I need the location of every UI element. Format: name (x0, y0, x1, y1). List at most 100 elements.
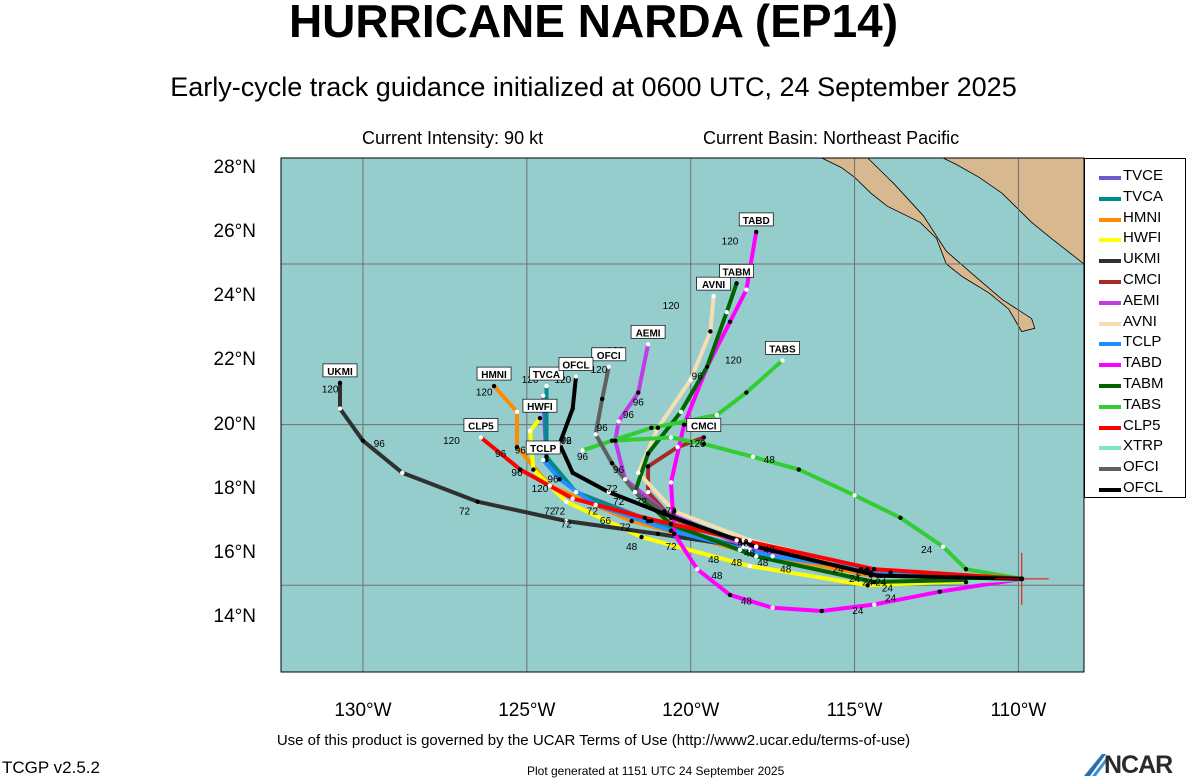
track-point (872, 567, 877, 572)
tag-label-cmci: CMCI (691, 421, 717, 432)
forecast-hour-label: 72 (620, 523, 632, 534)
track-point (563, 499, 569, 504)
legend-label: HMNI (1123, 208, 1162, 226)
track-point (868, 573, 874, 578)
x-tick-label: 130°W (334, 700, 392, 721)
y-tick-label: 24°N (213, 285, 256, 307)
track-point (622, 477, 628, 482)
track-tabm (633, 281, 1024, 584)
track-point (570, 406, 575, 411)
track-point (570, 496, 575, 501)
model-end-tags: TVCA HMNI HWFI UKMI CMCI AEMI AVNI TCLP TABD TABM… (322, 212, 800, 455)
track-point (544, 457, 549, 463)
track-point (613, 438, 618, 443)
track-point (727, 319, 733, 325)
track-point (573, 489, 579, 495)
forecast-hour-label: 120 (725, 356, 742, 367)
track-point (668, 528, 674, 533)
track-point (629, 518, 634, 524)
track-point (593, 432, 598, 437)
track-point (672, 531, 677, 537)
land-layer (789, 158, 1084, 332)
legend: TVCE TVCA HMNI HWFI UKMI CMCI AEMI AVNI TCLP TABD… (1084, 158, 1186, 498)
forecast-hour-label: 96 (692, 372, 704, 383)
track-point (668, 522, 674, 527)
legend-label: AEMI (1123, 291, 1160, 309)
x-tick-label: 120°W (662, 700, 720, 721)
track-tabd (669, 229, 1024, 613)
version-label: TCGP v2.5.2 (2, 758, 100, 777)
legend-item-ukmi: UKMI (1085, 250, 1185, 270)
track-point (747, 547, 752, 553)
track-point (714, 412, 720, 418)
tag-box-tabm (719, 263, 754, 278)
forecast-hour-label: 96 (561, 436, 573, 447)
track-point (754, 554, 759, 559)
legend-item-aemi: AEMI (1085, 292, 1185, 312)
track-point (858, 567, 864, 572)
tag-label-tabd: TABD (743, 216, 770, 227)
track-point (606, 489, 611, 495)
forecast-hour-label: 48 (708, 555, 720, 566)
track-point (475, 499, 480, 504)
track-point (819, 608, 824, 614)
track-point (754, 544, 759, 549)
forecast-hour-label: 24 (882, 584, 894, 595)
track-point (734, 538, 739, 543)
forecast-hour-label: 72 (613, 497, 625, 508)
tag-label-clp5: CLP5 (468, 421, 494, 432)
current-position-marker (994, 552, 1049, 605)
forecast-hour-label: 48 (711, 571, 723, 582)
legend-swatch (1099, 488, 1121, 492)
legend-label: UKMI (1123, 250, 1161, 268)
forecast-hour-label: 72 (636, 497, 648, 508)
track-point (655, 531, 661, 537)
tag-label-ofci: OFCI (597, 351, 621, 362)
track-point (963, 567, 969, 572)
track-point (852, 493, 857, 498)
forecast-hour-label: 72 (587, 507, 599, 518)
forecast-hour-label: 120 (476, 388, 493, 399)
track-hwfi (528, 416, 1024, 588)
forecast-hour-label: 120 (532, 484, 549, 495)
x-tick-label: 125°W (498, 700, 556, 721)
track-point (632, 489, 638, 495)
forecast-hour-label: 120 (663, 301, 680, 312)
legend-swatch (1099, 363, 1121, 368)
terms-of-use: Use of this product is governed by the U… (276, 732, 911, 749)
track-point (796, 467, 802, 472)
track-point (744, 390, 749, 395)
tag-box-ofci (591, 347, 627, 362)
current-position-dot (1019, 576, 1025, 582)
forecast-hour-label: 24 (921, 545, 933, 556)
ncar-logo-icon (1084, 754, 1108, 776)
forecast-hour-label: 96 (577, 452, 589, 463)
track-point (570, 470, 575, 476)
forecast-hour-label: 72 (561, 436, 573, 447)
track-point (360, 438, 366, 443)
track-point (888, 570, 893, 575)
legend-item-tabd: TABD (1085, 354, 1185, 374)
legend-label: TABD (1123, 354, 1162, 372)
tag-label-tabm: TABM (723, 267, 751, 278)
track-point (649, 425, 654, 431)
track-point (672, 509, 677, 514)
track-point (740, 544, 746, 549)
track-point (557, 477, 562, 482)
legend-item-ofcl: OFCL (1085, 479, 1185, 499)
current-basin: Current Basin: Northeast Pacific (703, 128, 960, 148)
page-subtitle: Early-cycle track guidance initialized a… (170, 72, 1017, 102)
track-point (872, 579, 877, 585)
legend-item-tclp: TCLP (1085, 333, 1185, 353)
track-point (704, 364, 710, 370)
track-point (609, 460, 615, 466)
ncar-logo-text: NCAR (1104, 751, 1173, 779)
land-mass-0 (789, 158, 1036, 332)
track-point (541, 457, 546, 463)
track-point (963, 579, 969, 585)
track-point (636, 390, 641, 395)
legend-item-xtrp: XTRP (1085, 437, 1185, 457)
track-point (609, 438, 615, 443)
forecast-hour-label: 24 (862, 577, 874, 588)
tag-box-tabs (765, 341, 800, 355)
